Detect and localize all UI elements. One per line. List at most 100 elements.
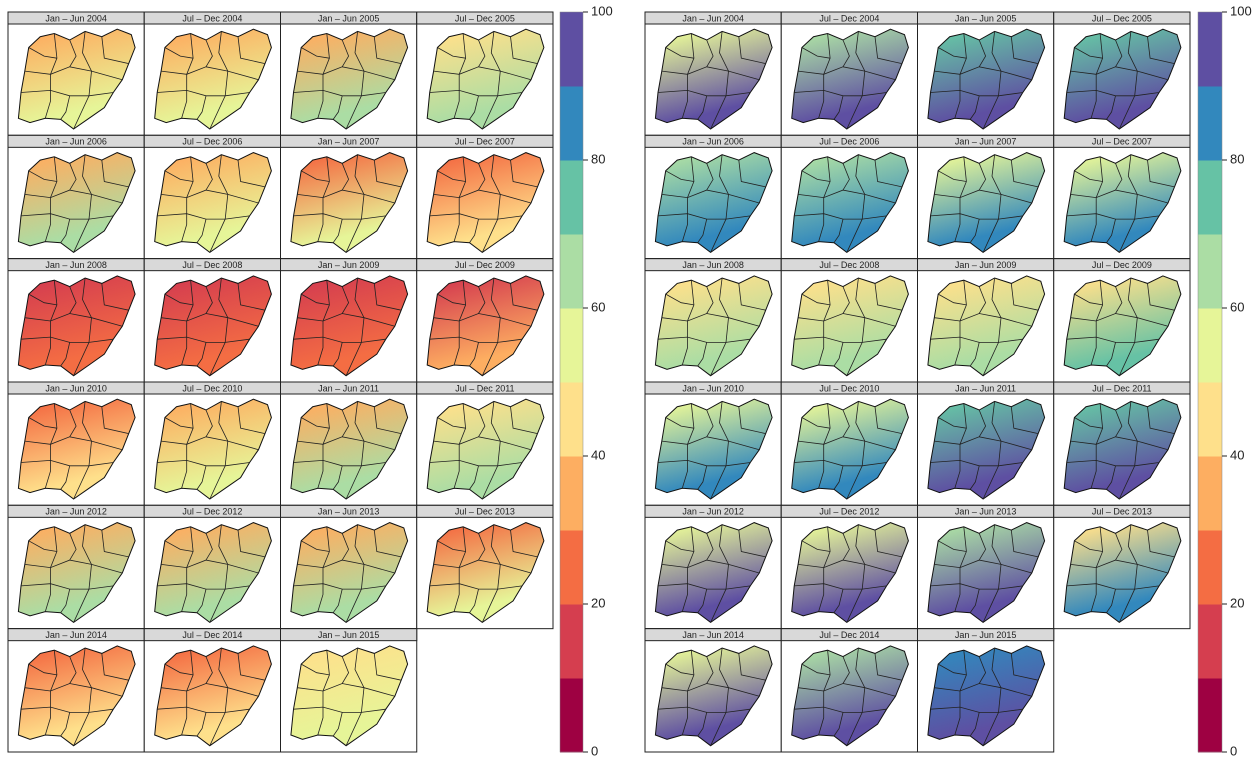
panel-title: Jan – Jun 2006 [45,137,107,147]
map-panel: Jul – Dec 2004 [144,12,280,135]
colorbar-tick-label: 100 [1230,3,1252,18]
panel-title: Jul – Dec 2014 [182,630,242,640]
panel-title: Jul – Dec 2014 [819,630,879,640]
map-panel: Jan – Jun 2013 [281,505,417,628]
colorbar-bin [1198,86,1222,161]
map-panel: Jan – Jun 2012 [645,505,781,628]
panel-title: Jul – Dec 2005 [1092,13,1152,23]
panel-title: Jan – Jun 2012 [45,507,107,517]
colorbar-bin [560,678,583,753]
map-panel: Jan – Jun 2005 [281,12,417,135]
panel-title: Jan – Jun 2008 [682,260,744,270]
panel-title: Jan – Jun 2008 [45,260,107,270]
panel-title: Jul – Dec 2008 [819,260,879,270]
colorbar-bin [560,604,583,679]
colorbar-bin [560,530,583,605]
panel-title: Jan – Jun 2015 [955,630,1017,640]
map-panel: Jul – Dec 2012 [781,505,917,628]
panel-title: Jan – Jun 2013 [318,507,380,517]
panel-title: Jan – Jun 2011 [318,383,379,393]
colorbar-tick-label: 20 [591,595,605,610]
panel-title: Jul – Dec 2013 [455,507,515,517]
panel-title: Jul – Dec 2007 [455,137,515,147]
panel-title: Jul – Dec 2009 [455,260,515,270]
colorbar-bin [1198,456,1222,531]
panel-title: Jan – Jun 2009 [318,260,380,270]
map-panel: Jan – Jun 2014 [645,629,781,752]
colorbar-bin [1198,234,1222,309]
map-panel: Jan – Jun 2010 [645,382,781,505]
colorbar-bin [560,86,583,161]
colorbar-bin [560,382,583,457]
panel-title: Jul – Dec 2010 [182,383,242,393]
map-panel: Jul – Dec 2010 [781,382,917,505]
panel-title: Jan – Jun 2007 [318,137,380,147]
map-panel: Jul – Dec 2014 [144,629,280,752]
map-panel: Jul – Dec 2005 [417,12,553,135]
colorbar-tick-label: 0 [1230,743,1237,758]
colorbar-tick-label: 0 [591,743,598,758]
map-panel: Jan – Jun 2008 [645,259,781,382]
map-panel: Jan – Jun 2011 [281,382,417,505]
panel-title: Jul – Dec 2009 [1092,260,1152,270]
colorbar-bin [560,456,583,531]
map-panel: Jul – Dec 2008 [144,259,280,382]
map-panel: Jan – Jun 2006 [645,135,781,258]
panel-title: Jul – Dec 2012 [182,507,242,517]
map-panel: Jul – Dec 2008 [781,259,917,382]
panel-title: Jan – Jun 2010 [45,383,107,393]
panel-title: Jan – Jun 2004 [45,13,107,23]
map-panel: Jul – Dec 2006 [144,135,280,258]
panel-title: Jan – Jun 2004 [682,13,744,23]
map-panel: Jul – Dec 2011 [1054,382,1190,505]
colorbar-bin [1198,382,1222,457]
panel-title: Jan – Jun 2013 [955,507,1017,517]
map-panel: Jan – Jun 2015 [281,629,417,752]
panel-title: Jul – Dec 2006 [819,137,879,147]
panel-title: Jul – Dec 2004 [819,13,879,23]
colorbar-tick-label: 40 [591,447,605,462]
panel-title: Jul – Dec 2010 [819,383,879,393]
colorbar-bin [1198,308,1222,383]
colorbar-bin [560,12,583,87]
map-panel: Jan – Jun 2004 [645,12,781,135]
colorbar-tick-label: 60 [1230,299,1244,314]
colorbar-bin [1198,12,1222,87]
colorbar-tick-label: 100 [591,3,613,18]
panel-title: Jan – Jun 2010 [682,383,744,393]
panel-title: Jul – Dec 2013 [1092,507,1152,517]
map-panel: Jul – Dec 2009 [417,259,553,382]
map-panel: Jul – Dec 2009 [1054,259,1190,382]
page: Jan – Jun 2004 Jul – Dec 2004 Jan – Jun 20… [0,0,1259,758]
map-panel: Jan – Jun 2008 [8,259,144,382]
colorbar-tick-label: 40 [1230,447,1244,462]
colorbar-bin [560,234,583,309]
map-panel: Jul – Dec 2013 [417,505,553,628]
map-panel: Jan – Jun 2009 [918,259,1054,382]
map-figure: Jan – Jun 2004 Jul – Dec 2004 Jan – Jun 20… [645,3,1252,758]
map-panel: Jan – Jun 2010 [8,382,144,505]
panel-title: Jan – Jun 2012 [682,507,744,517]
panel-title: Jan – Jun 2005 [318,13,380,23]
panel-title: Jul – Dec 2012 [819,507,879,517]
map-panel: Jan – Jun 2012 [8,505,144,628]
panel-title: Jul – Dec 2011 [1092,383,1151,393]
panel-title: Jan – Jun 2006 [682,137,744,147]
map-panel: Jul – Dec 2014 [781,629,917,752]
panel-title: Jan – Jun 2011 [955,383,1016,393]
colorbar-tick-label: 80 [591,151,605,166]
map-panel: Jan – Jun 2011 [918,382,1054,505]
map-panel: Jul – Dec 2007 [1054,135,1190,258]
colorbar-tick-label: 60 [591,299,605,314]
colorbar-tick-label: 20 [1230,595,1244,610]
panel-title: Jan – Jun 2007 [955,137,1017,147]
map-figure: Jan – Jun 2004 Jul – Dec 2004 Jan – Jun 20… [8,3,613,758]
map-panel: Jan – Jun 2004 [8,12,144,135]
colorbar-bin [1198,160,1222,235]
map-panel: Jul – Dec 2007 [417,135,553,258]
panel-title: Jul – Dec 2006 [182,137,242,147]
colorbar-bin [1198,604,1222,679]
map-panel: Jul – Dec 2012 [144,505,280,628]
map-panel: Jul – Dec 2006 [781,135,917,258]
panel-title: Jul – Dec 2008 [182,260,242,270]
